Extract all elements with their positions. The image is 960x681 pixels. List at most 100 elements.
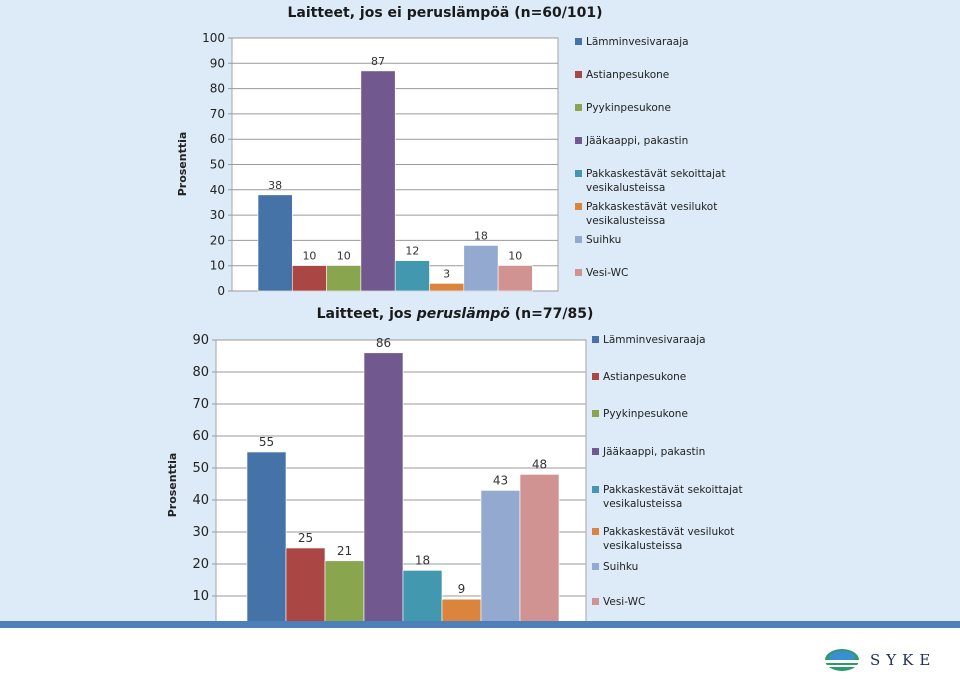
data-label: 3 <box>443 267 450 280</box>
bar <box>402 570 443 621</box>
y-tick-label: 70 <box>210 107 225 121</box>
legend-label: Suihku <box>603 561 638 573</box>
bar <box>291 265 327 292</box>
footer <box>0 628 960 681</box>
legend-label: Vesi-WC <box>603 596 645 608</box>
logo-text: SYKE <box>870 651 937 669</box>
y-tick-label: 40 <box>192 493 209 508</box>
bar <box>497 265 533 292</box>
bar <box>246 451 287 621</box>
data-label: 21 <box>337 544 352 558</box>
data-label: 55 <box>259 435 274 449</box>
y-tick-label: 20 <box>210 233 225 247</box>
legend-label: Lämminvesivaraaja <box>603 334 706 346</box>
chart-title-part: peruslämpö <box>416 306 511 322</box>
bar <box>394 260 430 292</box>
y-tick-label: 80 <box>192 365 209 380</box>
bar <box>324 560 365 621</box>
legend-swatch <box>575 38 582 45</box>
data-label: 87 <box>371 55 385 68</box>
legend-label: vesikalusteissa <box>586 182 665 194</box>
legend-label: Astianpesukone <box>586 69 669 81</box>
data-label: 10 <box>508 250 522 263</box>
data-label: 9 <box>458 582 466 596</box>
bar <box>519 474 560 621</box>
legend-swatch <box>592 373 599 380</box>
legend-label: Suihku <box>586 234 621 246</box>
y-tick-label: 30 <box>210 208 225 222</box>
legend-label: vesikalusteissa <box>586 215 665 227</box>
y-tick-label: 90 <box>192 333 209 348</box>
data-label: 86 <box>376 336 391 350</box>
y-tick-label: 100 <box>202 31 225 45</box>
y-tick-label: 50 <box>210 158 225 172</box>
data-label: 18 <box>474 229 488 242</box>
legend-swatch <box>575 203 582 210</box>
legend-label: Pakkaskestävät vesilukot <box>586 201 717 213</box>
legend-label: vesikalusteissa <box>603 540 682 552</box>
legend-swatch <box>575 170 582 177</box>
y-tick-label: 90 <box>210 56 225 70</box>
bar <box>363 352 404 621</box>
charts-canvas: 0 10 20 30 40 50 60 70 80 90 100 Prosenttia 38 10 10 87… <box>166 5 743 621</box>
bar <box>360 70 396 292</box>
legend-swatch <box>592 448 599 455</box>
y-tick-label: 60 <box>192 429 209 444</box>
legend-swatch <box>592 486 599 493</box>
y-tick-label: 40 <box>210 183 225 197</box>
legend-label: Pakkaskestävät sekoittajat <box>586 168 726 180</box>
y-tick-label: 30 <box>192 525 209 540</box>
legend-swatch <box>592 336 599 343</box>
chart-1: 0 10 20 30 40 50 60 70 80 90 100 Prosenttia 38 10 10 87… <box>176 5 726 298</box>
y-tick-label: 70 <box>192 397 209 412</box>
legend-swatch <box>575 71 582 78</box>
chart-2: 0102030405060708090Prosenttia55252186189… <box>166 306 743 621</box>
data-label: 25 <box>298 531 313 545</box>
bar <box>257 194 293 292</box>
chart-title-part: Laitteet, jos <box>317 306 417 322</box>
y-tick-label: 10 <box>210 259 225 273</box>
legend-swatch <box>592 528 599 535</box>
legend-swatch <box>575 236 582 243</box>
legend-swatch <box>592 598 599 605</box>
legend-label: Lämminvesivaraaja <box>586 36 689 48</box>
legend-label: Jääkaappi, pakastin <box>585 135 688 147</box>
y-tick-label: 10 <box>192 589 209 604</box>
footer-band <box>0 621 960 628</box>
legend-label: Jääkaappi, pakastin <box>602 446 705 458</box>
data-label: 10 <box>302 250 316 263</box>
legend-label: Pakkaskestävät vesilukot <box>603 526 734 538</box>
y-tick-label: 0 <box>217 284 225 298</box>
bar <box>285 547 326 621</box>
data-label: 48 <box>532 457 547 471</box>
legend-label: Pyykinpesukone <box>586 102 671 114</box>
syke-logo-icon <box>822 649 862 671</box>
bar <box>463 245 499 292</box>
legend-swatch <box>592 563 599 570</box>
legend-label: Pakkaskestävät sekoittajat <box>603 484 743 496</box>
chart-title-part: (n=77/85) <box>510 306 593 322</box>
legend-label: Pyykinpesukone <box>603 408 688 420</box>
data-label: 18 <box>415 553 430 567</box>
y-tick-label: 60 <box>210 132 225 146</box>
legend-swatch <box>575 137 582 144</box>
bar <box>441 598 482 621</box>
data-label: 12 <box>405 245 419 258</box>
legend-label: vesikalusteissa <box>603 498 682 510</box>
bar <box>326 265 362 292</box>
y-tick-label: 80 <box>210 82 225 96</box>
bar <box>480 490 521 621</box>
data-label: 38 <box>268 179 282 192</box>
data-label: 10 <box>337 250 351 263</box>
data-label: 43 <box>493 473 508 487</box>
chart-title: Laitteet, jos ei peruslämpöä (n=60/101) <box>287 5 602 21</box>
legend-swatch <box>575 104 582 111</box>
y-axis-label: Prosenttia <box>176 132 189 197</box>
legend-label: Vesi-WC <box>586 267 628 279</box>
bar <box>429 283 465 292</box>
chart-title: Laitteet, jos peruslämpö (n=77/85) <box>317 306 594 322</box>
y-tick-label: 50 <box>192 461 209 476</box>
legend-swatch <box>575 269 582 276</box>
y-tick-label: 20 <box>192 557 209 572</box>
y-axis-label: Prosenttia <box>166 453 179 518</box>
